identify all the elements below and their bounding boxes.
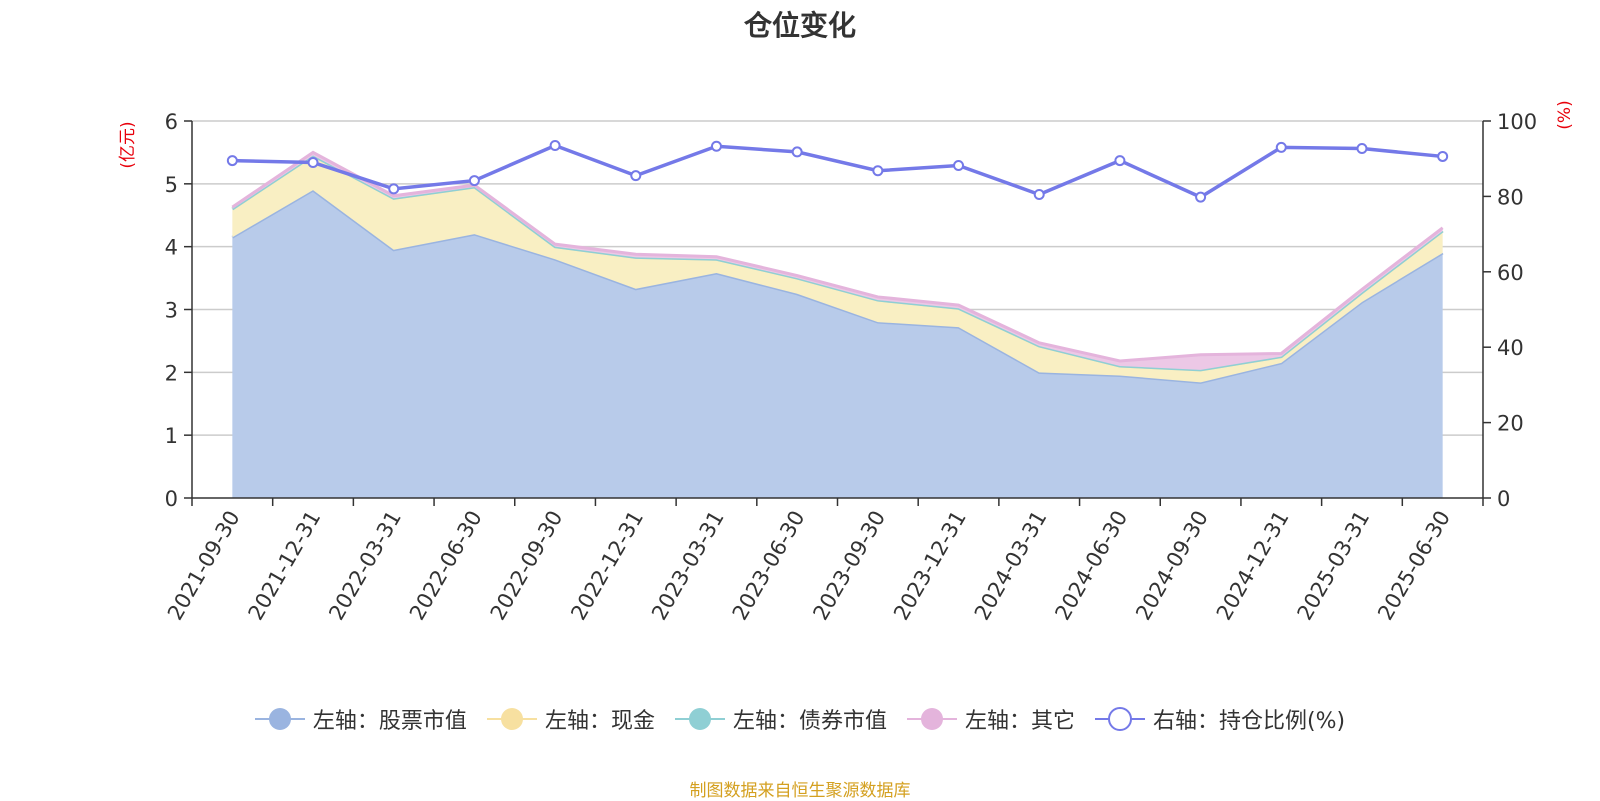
x-tick-label: 2022-06-30 (405, 507, 487, 625)
line-point (953, 159, 965, 171)
line-point (1356, 143, 1368, 155)
x-tick-label: 2024-03-31 (970, 507, 1052, 625)
line-point (226, 155, 238, 167)
x-tick-label: 2022-09-30 (486, 507, 568, 625)
line-point (388, 183, 400, 195)
legend-item[interactable]: 右轴：持仓比例(%) (1094, 703, 1346, 735)
area-左轴：股票市值 (232, 190, 1443, 498)
line-point (468, 175, 480, 187)
legend-label: 左轴：债券市值 (732, 709, 887, 734)
legend-item[interactable]: 左轴：其它 (906, 703, 1075, 735)
source-note: 制图数据来自恒生聚源数据库 (689, 781, 911, 801)
right-tick-label: 40 (1497, 336, 1524, 360)
right-axis-unit: (%) (1555, 100, 1575, 129)
legend-label: 左轴：其它 (964, 709, 1075, 734)
left-tick-label: 0 (165, 487, 178, 511)
left-axis-unit: (亿元) (118, 121, 138, 168)
x-tick-label: 2023-06-30 (728, 507, 810, 625)
line-point (1033, 189, 1045, 201)
right-tick-label: 60 (1497, 261, 1524, 285)
legend-item[interactable]: 左轴：现金 (486, 703, 655, 735)
x-tick-label: 2023-03-31 (647, 507, 729, 625)
line-point (1114, 155, 1126, 167)
right-tick-label: 80 (1497, 185, 1524, 209)
legend-symbol-icon (674, 708, 725, 730)
line-layer (226, 140, 1449, 203)
left-tick-label: 1 (165, 424, 178, 448)
chart-title: 仓位变化 (743, 9, 856, 42)
line-右轴：持仓比例(%) (232, 143, 1443, 200)
line-point (307, 156, 319, 168)
left-tick-label: 6 (165, 110, 178, 134)
x-tick-label: 2023-12-31 (889, 507, 971, 625)
x-tick-label: 2024-06-30 (1050, 507, 1132, 625)
line-point (1275, 141, 1287, 153)
x-tick-label: 2023-09-30 (808, 507, 890, 625)
line-point (1437, 150, 1449, 162)
x-tick-label: 2022-12-31 (566, 507, 648, 625)
line-point (872, 165, 884, 177)
legend-symbol-icon (486, 708, 537, 730)
x-tick-label: 2025-03-31 (1292, 507, 1374, 625)
line-point (630, 170, 642, 182)
line-point (549, 140, 561, 152)
x-tick-label: 2021-12-31 (244, 507, 326, 625)
legend: 左轴：股票市值 左轴：现金 左轴：债券市值 左轴：其它 右轴：持仓比例(%) (0, 703, 1600, 735)
right-tick-label: 100 (1497, 110, 1537, 134)
legend-symbol-icon (906, 708, 957, 730)
legend-label: 左轴：股票市值 (312, 709, 467, 734)
left-tick-label: 5 (165, 173, 178, 197)
line-point (710, 140, 722, 152)
x-tick-label: 2022-03-31 (324, 507, 406, 625)
line-point (791, 146, 803, 158)
left-tick-label: 3 (165, 299, 178, 323)
right-tick-label: 20 (1497, 412, 1524, 436)
line-point (1195, 191, 1207, 203)
x-tick-label: 2021-09-30 (163, 507, 245, 625)
x-tick-label: 2025-06-30 (1373, 507, 1455, 625)
left-tick-label: 4 (165, 236, 178, 260)
legend-item[interactable]: 左轴：债券市值 (674, 703, 887, 735)
legend-label: 左轴：现金 (544, 709, 655, 734)
area-layer (231, 150, 1444, 498)
right-tick-label: 0 (1497, 487, 1510, 511)
area-line-左轴：其它 (231, 150, 1444, 363)
legend-symbol-icon (1094, 707, 1145, 731)
legend-symbol-icon (254, 708, 305, 730)
x-tick-label: 2024-09-30 (1131, 507, 1213, 625)
x-tick-label: 2024-12-31 (1212, 507, 1294, 625)
legend-item[interactable]: 左轴：股票市值 (254, 703, 467, 735)
legend-label: 右轴：持仓比例(%) (1152, 709, 1346, 734)
left-tick-label: 2 (165, 361, 178, 385)
